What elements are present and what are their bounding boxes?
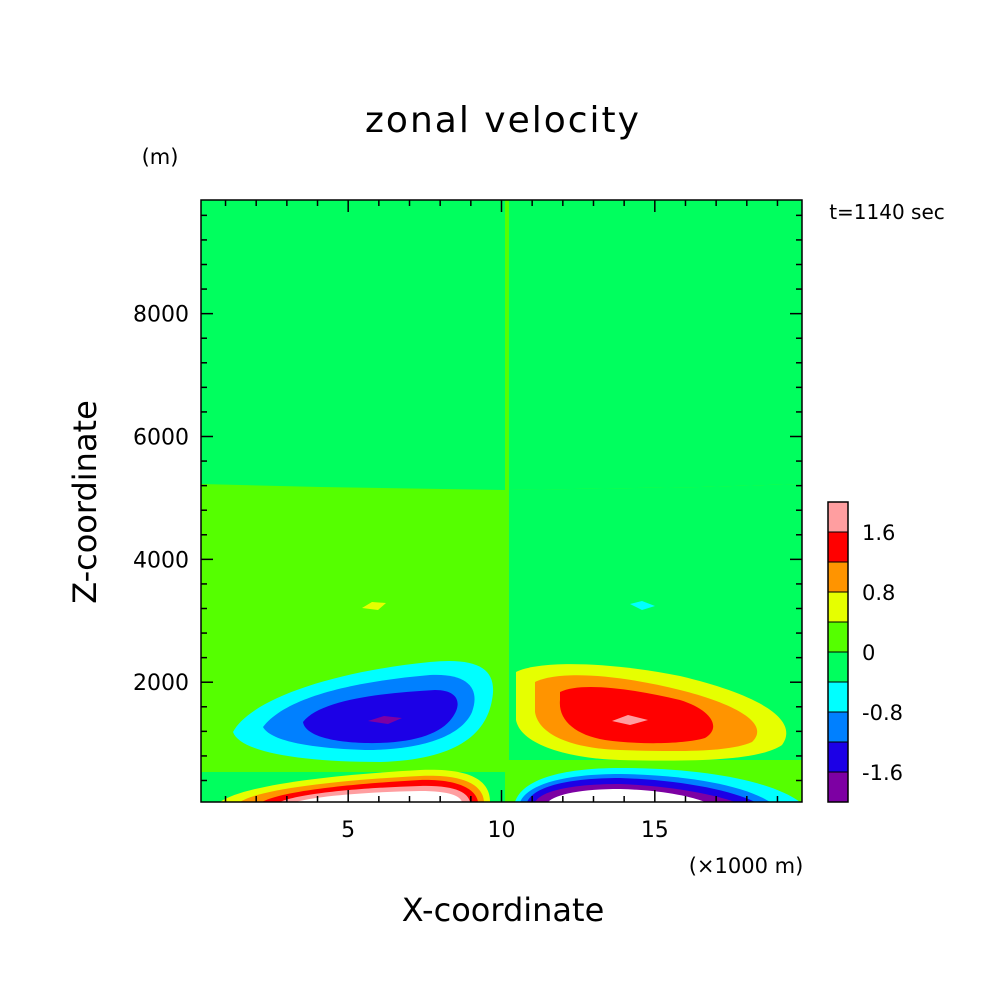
colorbar-swatch <box>827 531 849 563</box>
x-tick-label: 15 <box>641 818 669 843</box>
colorbar-tick-label: -1.6 <box>862 761 903 785</box>
colorbar-frame <box>827 501 849 803</box>
colorbar-swatch <box>827 711 849 743</box>
colorbar-swatch <box>827 501 849 533</box>
right-mid-vortex <box>516 664 787 761</box>
field-band-upper-right <box>509 484 802 672</box>
colorbar-tick-label: 0 <box>862 641 875 665</box>
y-axis-label: Z-coordinate <box>66 400 104 604</box>
colorbar-swatch <box>827 621 849 653</box>
colorbar-swatch <box>827 741 849 773</box>
left-surface-jet <box>220 769 490 802</box>
time-label: t=1140 sec <box>829 200 945 224</box>
colorbar-swatch <box>827 651 849 683</box>
colorbar-tick-label: 1.6 <box>862 521 895 545</box>
y-unit-label: (m) <box>142 145 179 169</box>
colorbar: 1.6 0.8 0 -0.8 -1.6 <box>827 501 903 803</box>
x-tick-label: 5 <box>341 818 355 843</box>
chart-title: zonal velocity <box>365 100 641 141</box>
contour-level <box>368 716 402 724</box>
contour-level <box>548 789 705 802</box>
axis-tick-labels: 5 10 15 2000 4000 6000 8000 <box>133 303 669 843</box>
colorbar-swatch <box>827 771 849 803</box>
y-tick-label: 6000 <box>133 426 189 451</box>
axis-ticks <box>201 200 802 802</box>
x-axis-label: X-coordinate <box>402 891 605 929</box>
plot-area <box>201 200 802 802</box>
right-surface-jet <box>515 768 800 802</box>
colorbar-tick-label: -0.8 <box>862 701 903 725</box>
left-mid-vortex <box>233 660 494 762</box>
y-tick-label: 8000 <box>133 303 189 328</box>
field-bg-top <box>201 200 802 490</box>
x-unit-label: (×1000 m) <box>689 854 804 878</box>
contour-level <box>612 715 648 725</box>
colorbar-tick-label: 0.8 <box>862 581 895 605</box>
small-positive-patch <box>362 602 386 610</box>
x-tick-label: 10 <box>488 818 516 843</box>
y-tick-label: 2000 <box>133 671 189 696</box>
colorbar-swatch <box>827 561 849 593</box>
contour-level <box>559 686 714 744</box>
y-tick-label: 4000 <box>133 548 189 573</box>
contour-level <box>303 690 458 744</box>
colorbar-swatch <box>827 681 849 713</box>
colorbar-swatch <box>827 591 849 623</box>
small-negative-patch <box>630 601 655 610</box>
